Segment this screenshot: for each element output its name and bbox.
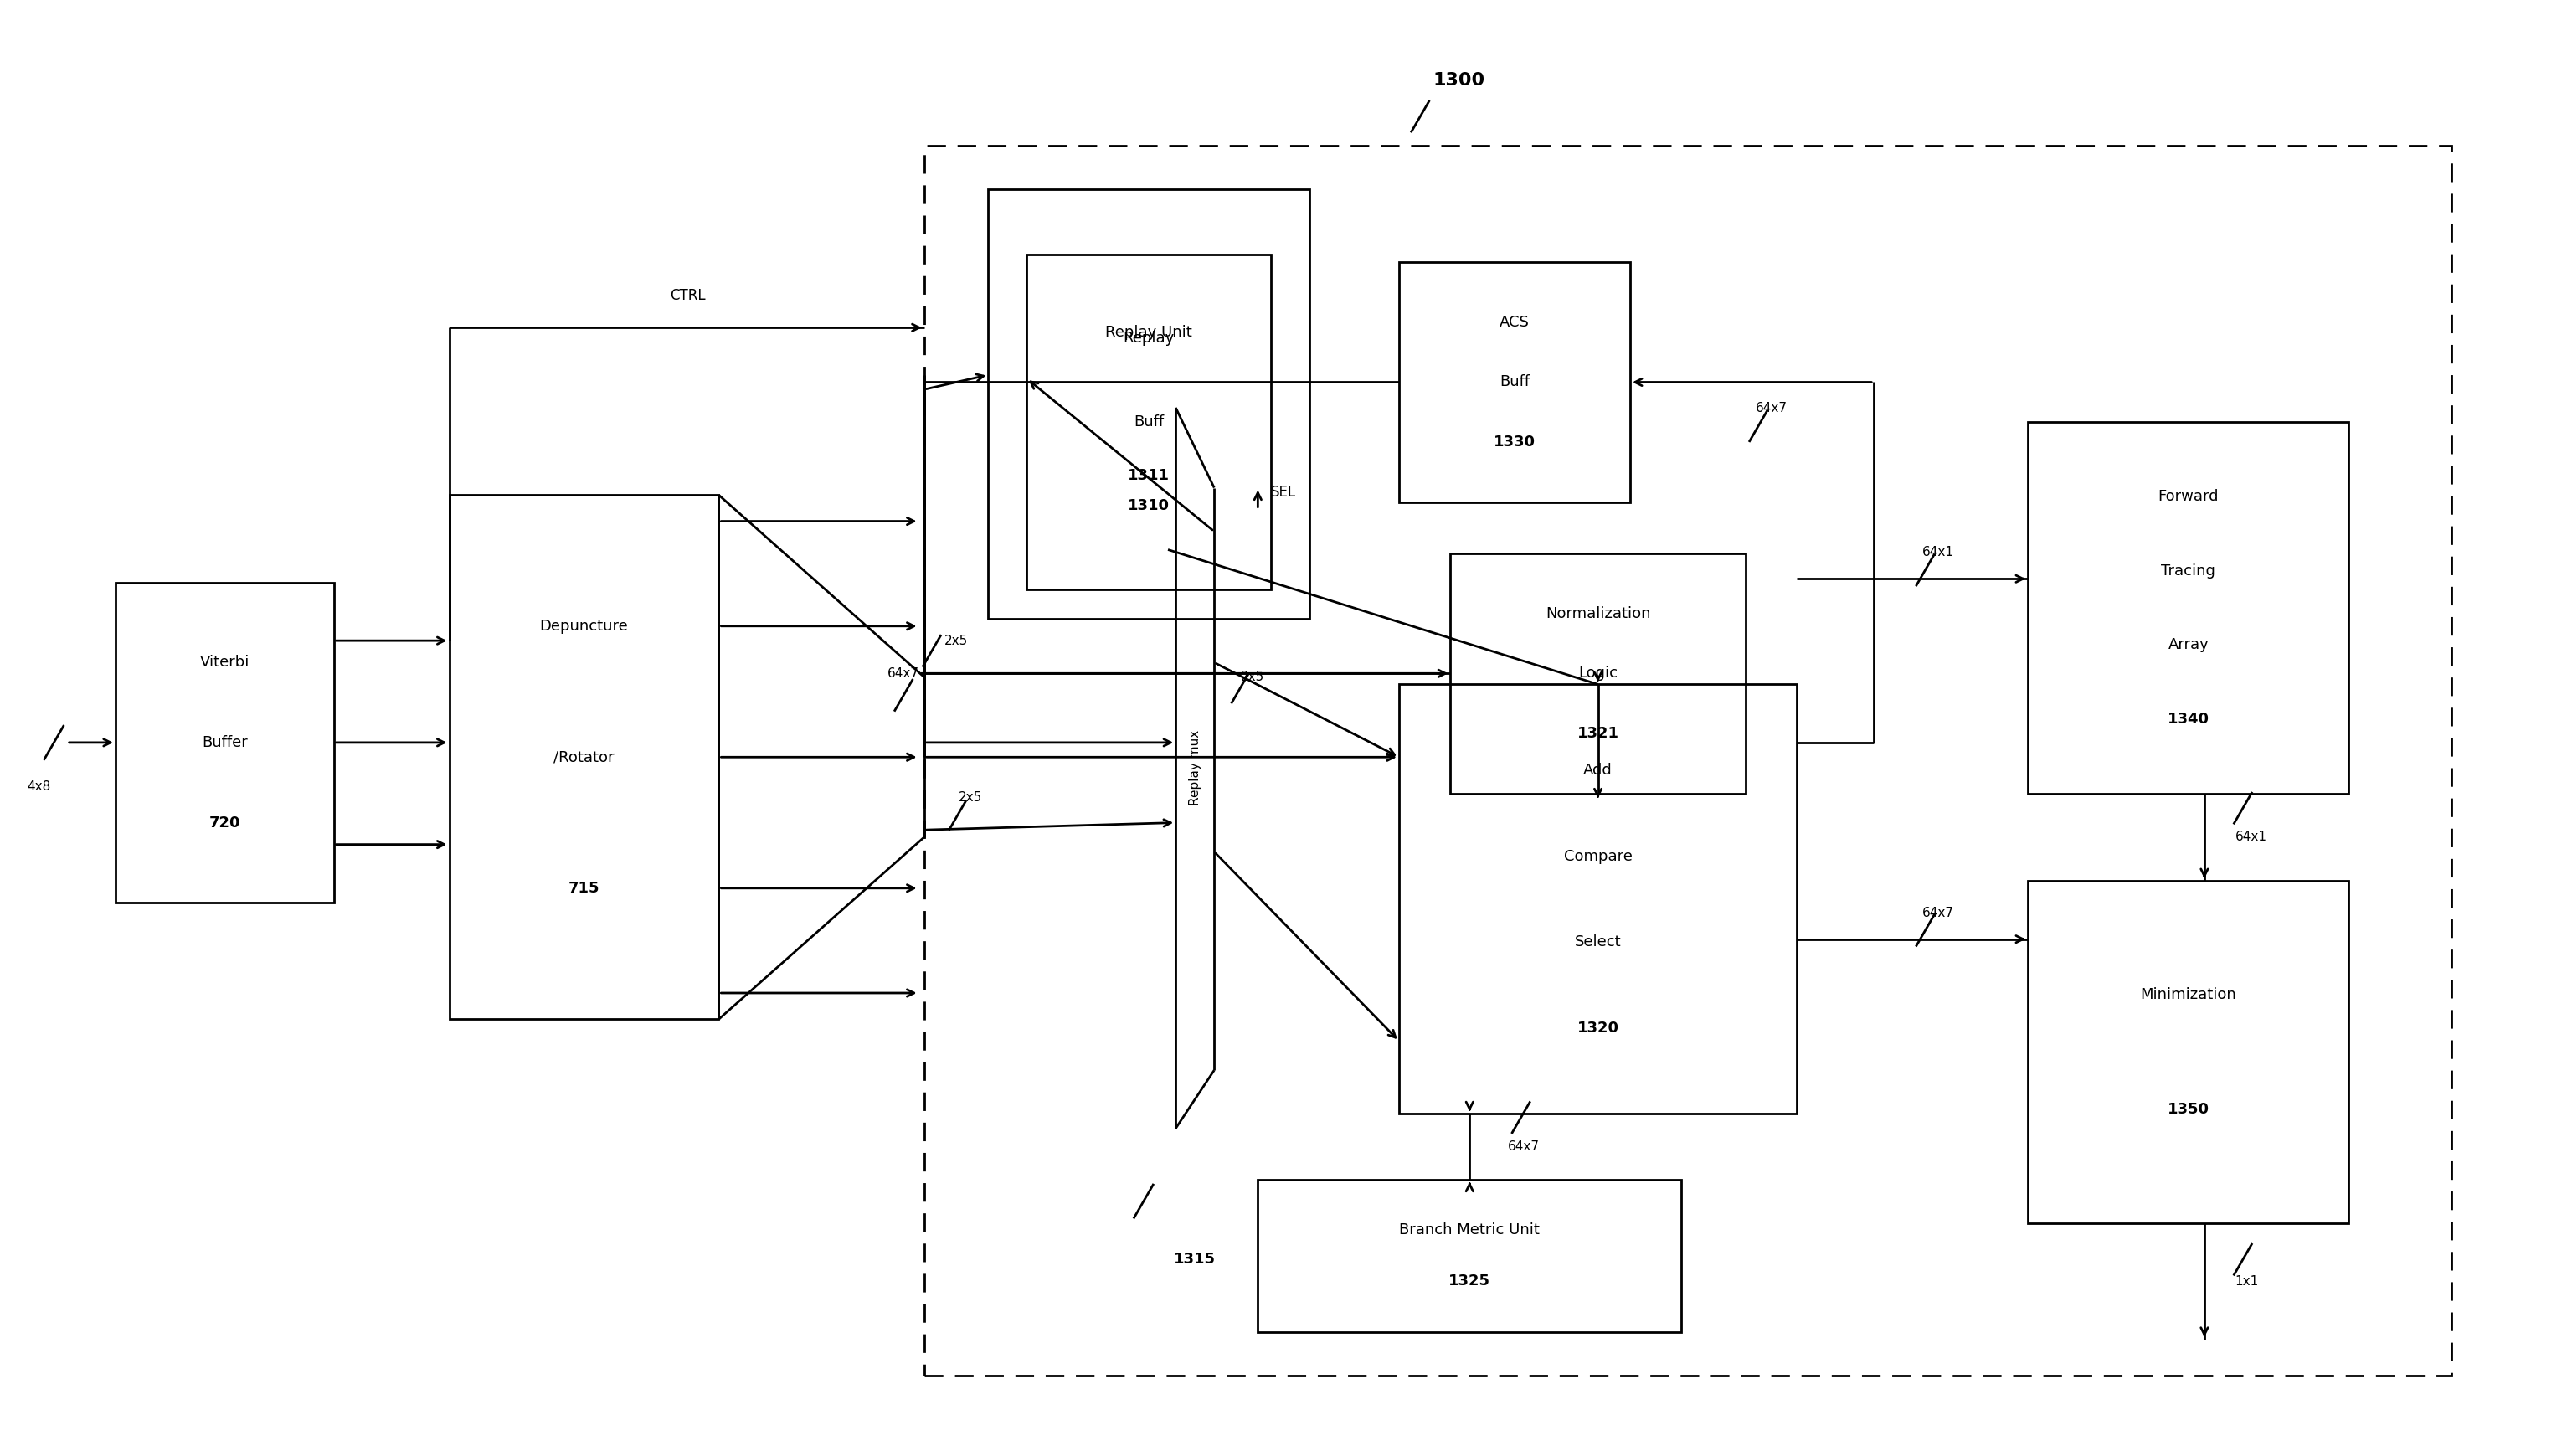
Bar [2028,881,2349,1223]
Text: 64x1: 64x1 [2236,831,2267,843]
Text: 1320: 1320 [1576,1021,1620,1035]
Text: 64x7: 64x7 [1756,402,1787,415]
Text: 715: 715 [567,881,601,895]
Text: Replay mux: Replay mux [1189,731,1201,805]
Text: SEL: SEL [1271,485,1296,499]
Text: 1300: 1300 [1432,71,1484,89]
Bar [116,582,334,903]
Text: 2x5: 2x5 [957,792,983,804]
Bar [1399,262,1630,502]
Text: ACS: ACS [1499,314,1530,329]
Text: Replay: Replay [1124,331,1173,347]
Text: 2x5: 2x5 [945,635,968,646]
Text: 4x8: 4x8 [26,780,51,792]
Text: 1350: 1350 [2167,1101,2210,1117]
Text: 1311: 1311 [1127,467,1171,483]
Text: Viterbi: Viterbi [200,655,249,670]
Text: Buff: Buff [1499,374,1530,390]
Text: Branch Metric Unit: Branch Metric Unit [1399,1223,1540,1238]
Text: 1330: 1330 [1494,435,1535,450]
Text: 64x1: 64x1 [1923,546,1953,559]
Text: 1321: 1321 [1576,727,1620,741]
Text: Replay Unit: Replay Unit [1106,325,1191,341]
Bar [1027,255,1271,590]
Text: Array: Array [2169,638,2208,652]
Bar [1258,1179,1681,1332]
Text: 64x7: 64x7 [888,667,919,680]
Text: Compare: Compare [1563,849,1633,863]
Text: CTRL: CTRL [670,288,706,303]
Text: 64x7: 64x7 [1509,1140,1540,1153]
Bar [449,495,719,1019]
Text: Select: Select [1574,935,1622,949]
Bar [988,189,1309,619]
Text: Logic: Logic [1579,665,1617,681]
Text: /Rotator: /Rotator [554,750,614,764]
Text: 1325: 1325 [1448,1274,1491,1289]
Bar [924,146,2451,1376]
Text: Forward: Forward [2159,489,2218,504]
Text: Add: Add [1584,763,1612,778]
Bar [1399,684,1797,1114]
Text: Buff: Buff [1135,415,1163,430]
Text: 1340: 1340 [2167,712,2210,727]
Text: 64x7: 64x7 [1923,907,1953,919]
Text: Buffer: Buffer [203,735,246,750]
Text: 2x5: 2x5 [1240,671,1266,683]
Text: 1315: 1315 [1173,1252,1217,1267]
Text: Normalization: Normalization [1545,606,1651,620]
Text: Depuncture: Depuncture [539,619,629,633]
Text: Tracing: Tracing [2161,563,2215,578]
Text: Minimization: Minimization [2141,987,2236,1003]
Text: 720: 720 [208,815,241,830]
Text: 1310: 1310 [1127,498,1171,514]
Bar [2028,422,2349,794]
Text: 1x1: 1x1 [2236,1275,2259,1287]
Bar [1450,553,1746,794]
